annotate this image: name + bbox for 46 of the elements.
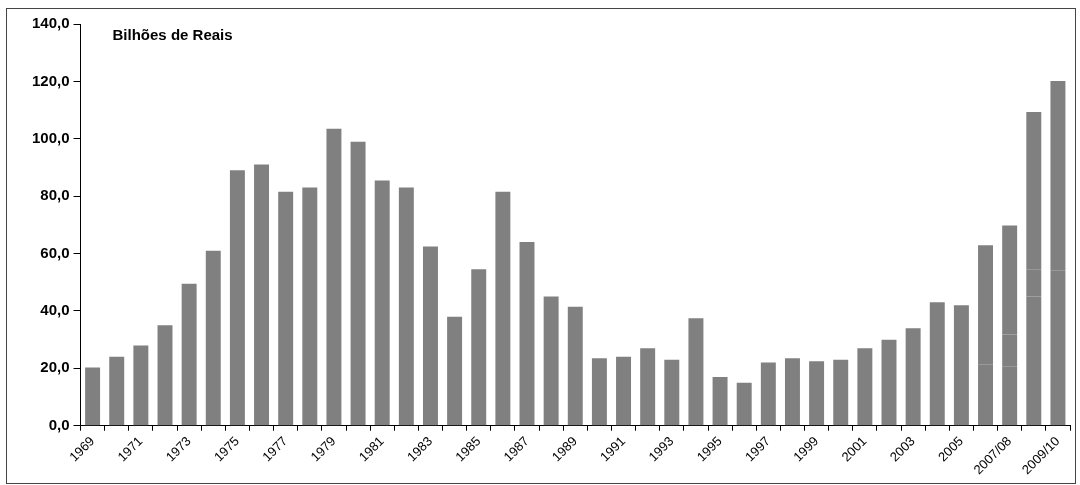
bar xyxy=(543,296,559,426)
bar xyxy=(133,345,149,426)
bar xyxy=(857,348,873,426)
bar xyxy=(809,361,825,426)
bar xyxy=(350,141,366,426)
bar xyxy=(374,180,390,426)
y-tick-label: 80,0 xyxy=(40,186,70,204)
bar xyxy=(784,358,800,426)
bar xyxy=(157,325,173,426)
y-tick-label: 20,0 xyxy=(40,358,70,376)
bar xyxy=(688,318,704,426)
bar xyxy=(229,170,245,426)
bar xyxy=(471,269,487,426)
y-tick-label: 40,0 xyxy=(40,301,70,319)
bar xyxy=(905,328,921,426)
bar xyxy=(760,362,776,426)
bar xyxy=(567,306,583,426)
bar xyxy=(422,246,438,426)
bar xyxy=(495,191,511,426)
bar xyxy=(398,187,414,426)
bar xyxy=(664,359,680,426)
bar xyxy=(326,128,342,426)
annotation: Bilhões de Reais xyxy=(112,25,233,43)
bar xyxy=(205,250,221,426)
bar xyxy=(833,359,849,426)
bar xyxy=(953,305,969,426)
y-tick-label: 100,0 xyxy=(31,128,70,146)
y-tick-label: 120,0 xyxy=(31,71,70,89)
bar xyxy=(640,348,656,426)
y-tick-label: 0,0 xyxy=(48,415,70,433)
bar xyxy=(929,302,945,426)
y-tick-label: 140,0 xyxy=(31,14,70,32)
bar xyxy=(447,316,463,426)
bar xyxy=(736,382,752,426)
bar xyxy=(181,283,197,426)
bar xyxy=(254,164,270,426)
bar xyxy=(712,376,728,426)
bar xyxy=(109,356,125,426)
bar xyxy=(591,358,607,426)
bar xyxy=(616,356,632,426)
y-tick-label: 60,0 xyxy=(40,243,70,261)
bar xyxy=(302,187,318,426)
bar xyxy=(85,367,101,426)
bar xyxy=(278,191,294,426)
bar xyxy=(881,339,897,426)
bar xyxy=(519,242,535,426)
